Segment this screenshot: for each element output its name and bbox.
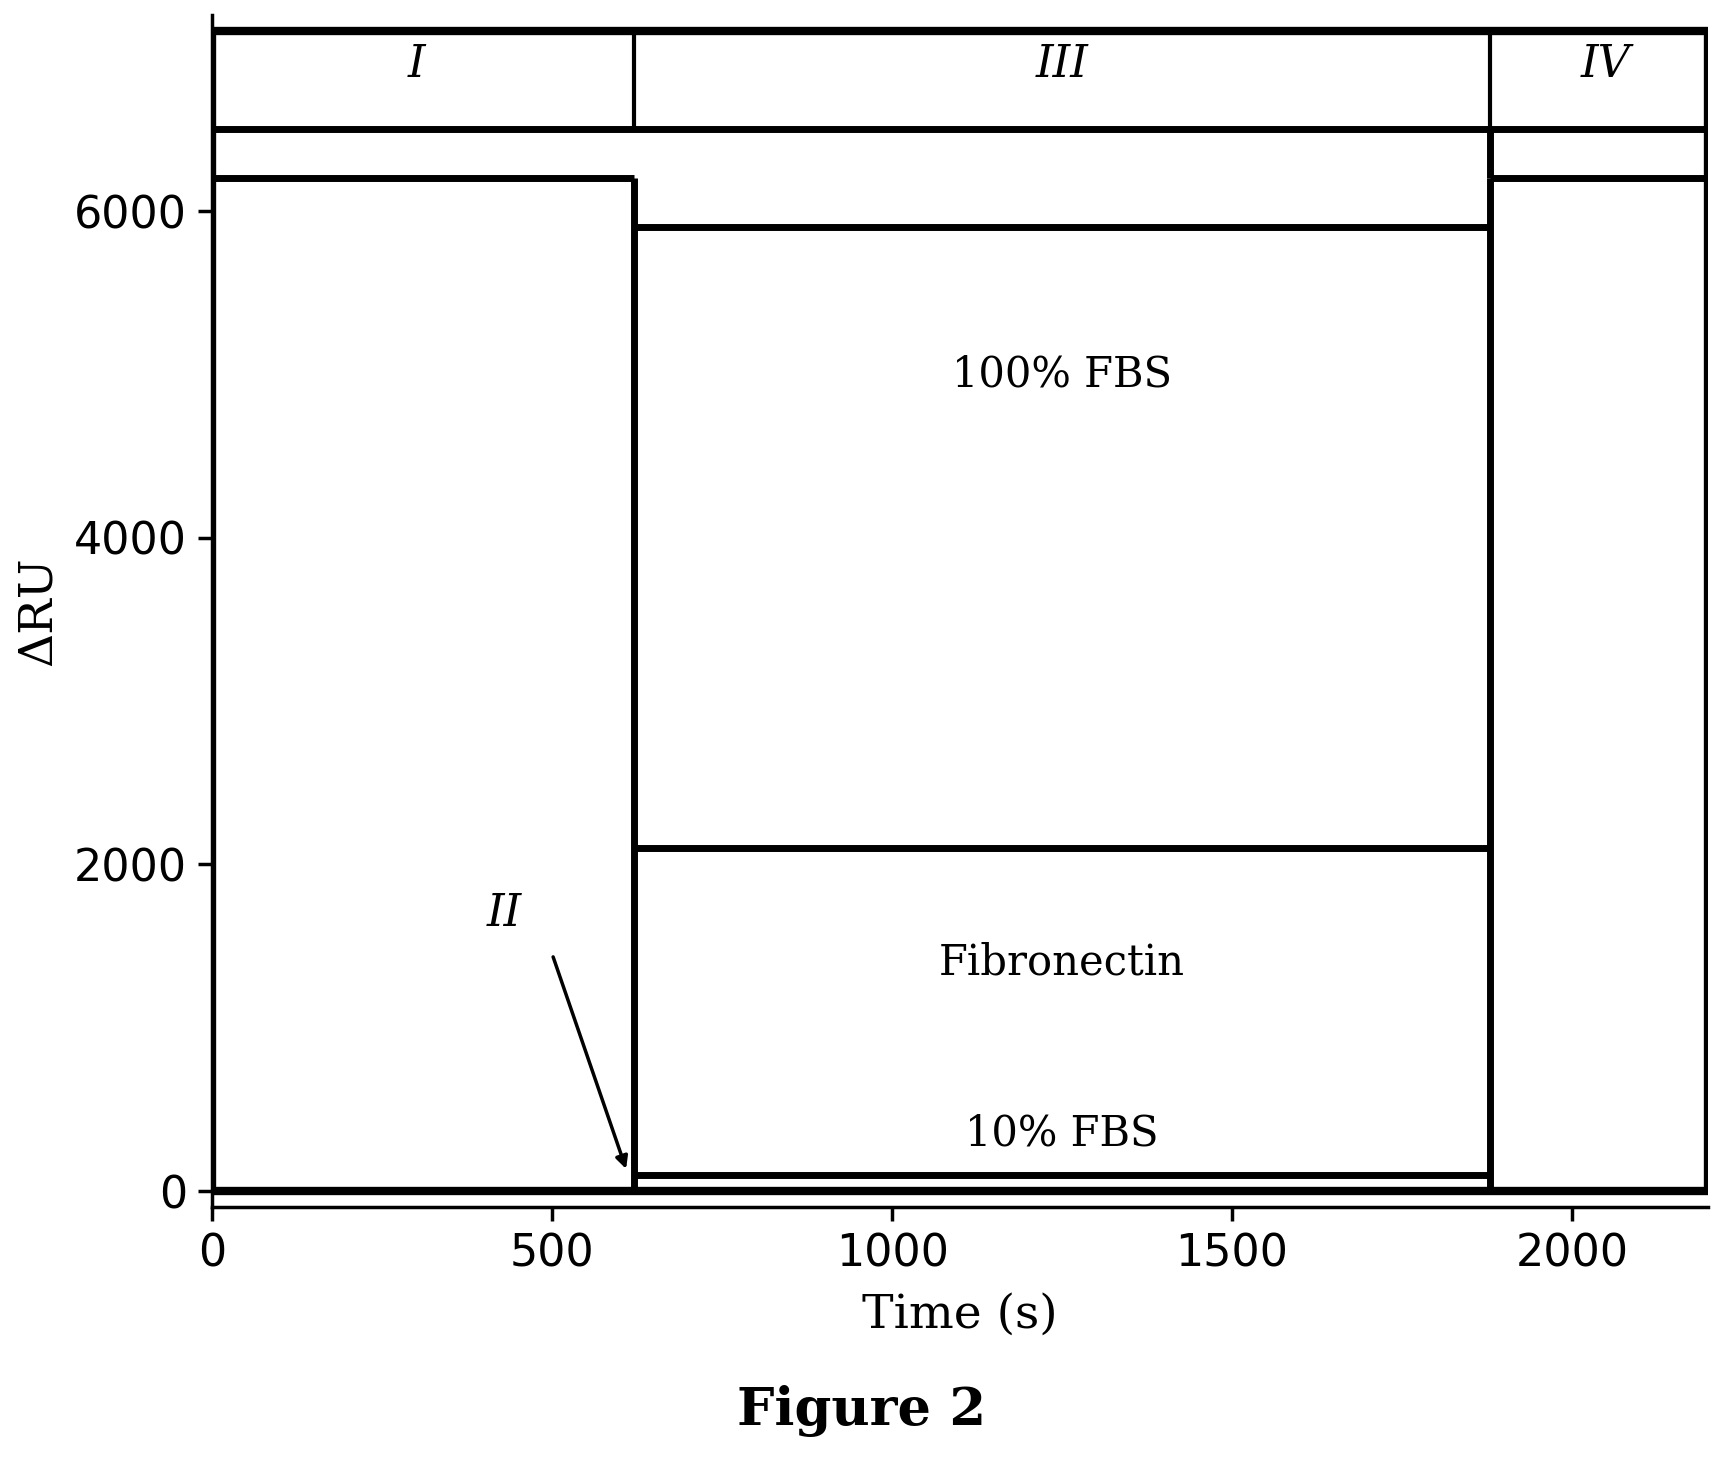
X-axis label: Time (s): Time (s)	[862, 1292, 1058, 1338]
Text: 10% FBS: 10% FBS	[965, 1113, 1160, 1155]
Text: 100% FBS: 100% FBS	[953, 353, 1172, 395]
Y-axis label: ΔRU: ΔRU	[16, 557, 60, 666]
Text: IV: IV	[1582, 43, 1632, 85]
Text: II: II	[488, 892, 522, 935]
Text: Fibronectin: Fibronectin	[939, 941, 1185, 983]
Text: Figure 2: Figure 2	[737, 1385, 986, 1438]
Text: III: III	[1036, 43, 1089, 85]
Text: I: I	[407, 43, 426, 85]
